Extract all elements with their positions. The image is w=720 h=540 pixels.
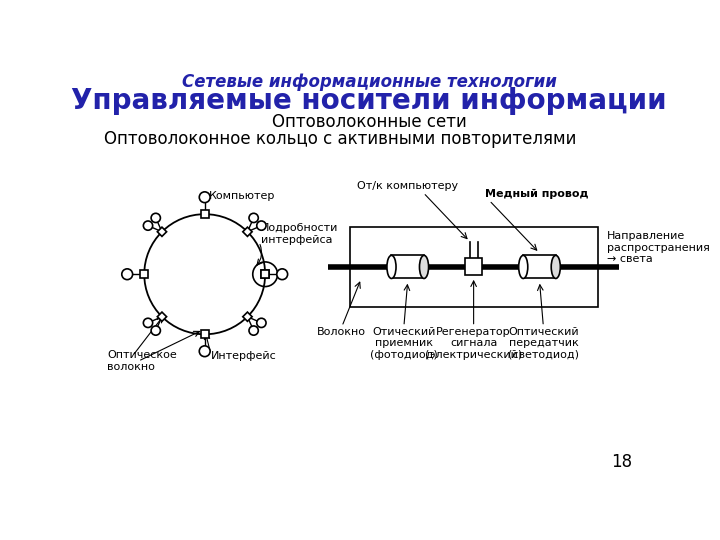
Text: Управляемые носители информации: Управляемые носители информации — [71, 87, 667, 115]
Polygon shape — [523, 255, 556, 279]
Ellipse shape — [552, 255, 560, 279]
Text: Регенератор
сигнала
(электрический): Регенератор сигнала (электрический) — [425, 327, 522, 360]
Circle shape — [249, 213, 258, 222]
Text: Направление
распространения
→ света: Направление распространения → света — [607, 231, 710, 264]
Text: Оптоволоконное кольцо с активными повторителями: Оптоволоконное кольцо с активными повтор… — [104, 131, 576, 149]
Polygon shape — [140, 271, 148, 278]
Polygon shape — [157, 312, 166, 321]
Polygon shape — [201, 330, 209, 338]
Text: Оптоволоконные сети: Оптоволоконные сети — [271, 113, 467, 131]
Polygon shape — [157, 227, 166, 237]
Circle shape — [143, 221, 153, 230]
Ellipse shape — [420, 255, 428, 279]
Text: 18: 18 — [611, 454, 632, 471]
Text: Медный провод: Медный провод — [485, 189, 589, 199]
Circle shape — [199, 192, 210, 202]
Circle shape — [257, 318, 266, 327]
Text: Интерфейс: Интерфейс — [211, 351, 276, 361]
Circle shape — [151, 326, 161, 335]
Polygon shape — [243, 312, 252, 321]
Circle shape — [143, 318, 153, 327]
Text: Оптическое
волокно: Оптическое волокно — [107, 350, 177, 372]
Circle shape — [257, 221, 266, 230]
Text: От/к компьютеру: От/к компьютеру — [357, 181, 459, 192]
Text: Волокно: Волокно — [318, 327, 366, 336]
Ellipse shape — [387, 255, 396, 279]
Polygon shape — [392, 255, 424, 279]
Circle shape — [122, 269, 132, 280]
Text: Оптический
передатчик
(светодиод): Оптический передатчик (светодиод) — [508, 327, 579, 360]
Ellipse shape — [518, 255, 528, 279]
Circle shape — [276, 269, 287, 280]
Circle shape — [249, 326, 258, 335]
Text: Подробности
интерфейса: Подробности интерфейса — [261, 224, 338, 245]
Polygon shape — [261, 271, 269, 278]
Polygon shape — [261, 271, 269, 278]
Text: Компьютер: Компьютер — [209, 191, 275, 201]
Text: Сетевые информационные технологии: Сетевые информационные технологии — [181, 73, 557, 91]
Polygon shape — [243, 227, 252, 237]
Polygon shape — [201, 211, 209, 218]
Polygon shape — [465, 259, 482, 275]
Circle shape — [151, 213, 161, 222]
Circle shape — [199, 346, 210, 356]
Text: Отический
приемник
(фотодиод): Отический приемник (фотодиод) — [370, 327, 438, 360]
